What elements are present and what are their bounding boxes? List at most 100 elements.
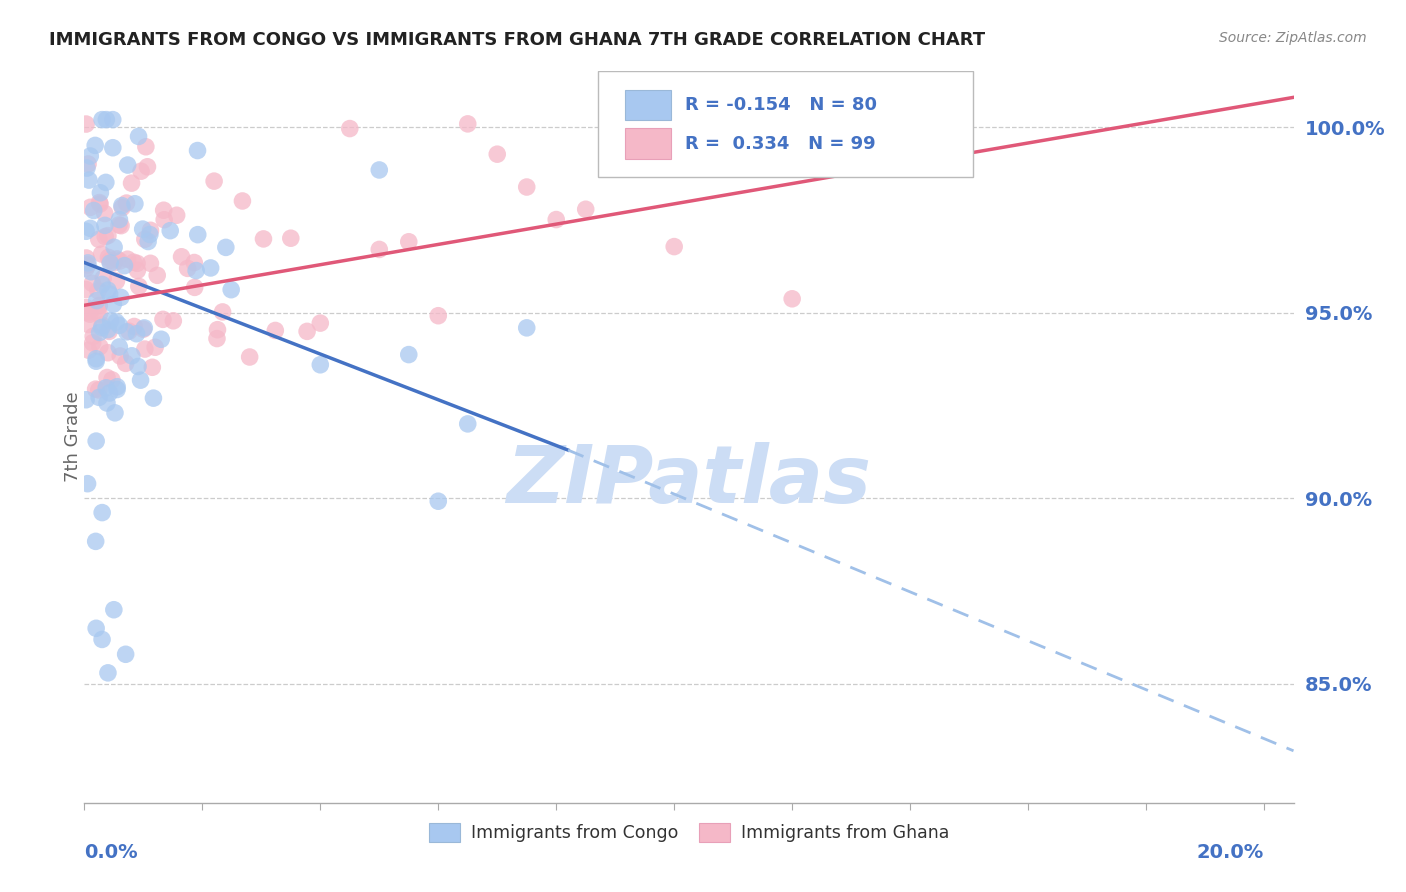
Point (664, 239, 686, 253)
Point (108, 212, 131, 227)
Point (97, 228, 120, 243)
Point (125, 326, 148, 341)
Point (90, 320, 112, 334)
Text: R =  0.334   N = 99: R = 0.334 N = 99 (685, 135, 876, 153)
Point (77, 173, 100, 187)
Point (143, 340, 166, 354)
FancyBboxPatch shape (599, 71, 973, 178)
Point (105, 380, 128, 394)
Point (84, 382, 107, 396)
Point (146, 268, 169, 283)
Point (101, 112, 124, 127)
Point (79, 149, 101, 163)
Point (122, 255, 145, 269)
Point (108, 318, 131, 333)
Point (87, 383, 110, 397)
Point (252, 232, 274, 246)
Point (91, 318, 114, 333)
Point (105, 274, 128, 288)
Point (132, 322, 155, 336)
Point (153, 212, 176, 227)
Point (309, 316, 332, 330)
Point (89, 195, 111, 210)
Point (90, 247, 112, 261)
Point (77, 157, 100, 171)
Point (97, 323, 120, 337)
Point (128, 129, 150, 144)
Point (398, 235, 420, 249)
Point (457, 417, 479, 431)
Point (134, 342, 156, 356)
Point (103, 256, 125, 270)
Point (295, 324, 318, 338)
Point (89, 326, 111, 340)
Point (80, 265, 103, 279)
Point (79, 221, 101, 235)
Point (114, 259, 136, 273)
Point (94, 229, 117, 244)
Point (91, 506, 114, 520)
Point (110, 219, 132, 233)
Point (141, 360, 163, 375)
Point (103, 297, 125, 311)
Point (486, 147, 509, 161)
Point (75, 117, 97, 131)
Point (96, 396, 118, 410)
Point (84, 621, 107, 635)
FancyBboxPatch shape (624, 89, 671, 120)
Point (79, 200, 101, 214)
Point (101, 141, 124, 155)
Point (77, 318, 100, 332)
Text: 0.0%: 0.0% (84, 843, 138, 862)
Point (427, 494, 450, 508)
Point (183, 255, 205, 269)
Point (103, 240, 125, 254)
Point (139, 223, 162, 237)
Point (77, 306, 100, 320)
Point (202, 174, 225, 188)
Point (207, 323, 229, 337)
Point (205, 332, 228, 346)
Point (152, 203, 174, 218)
Point (142, 391, 165, 405)
Point (97, 345, 120, 359)
Point (75, 301, 97, 315)
Point (150, 332, 173, 346)
Point (108, 218, 131, 232)
Point (86, 293, 108, 308)
Point (200, 260, 222, 275)
Point (135, 140, 157, 154)
Point (108, 340, 131, 354)
Point (98, 253, 121, 268)
Point (75, 283, 97, 297)
Point (139, 227, 162, 242)
Point (114, 356, 136, 370)
Point (89, 307, 111, 321)
Point (97, 251, 120, 265)
Point (111, 201, 134, 215)
Point (79, 307, 101, 321)
Point (368, 243, 391, 257)
Point (83, 203, 105, 218)
Point (121, 349, 143, 363)
Point (516, 180, 538, 194)
Point (104, 406, 127, 420)
Point (96, 112, 118, 127)
Point (84, 354, 107, 368)
Point (186, 144, 208, 158)
Point (97, 283, 120, 297)
Point (100, 314, 122, 328)
Point (87, 232, 110, 246)
Point (91, 271, 114, 285)
Text: ZIPatlas: ZIPatlas (506, 442, 872, 520)
Point (162, 314, 184, 328)
Point (129, 373, 152, 387)
Point (105, 383, 128, 397)
Point (159, 224, 181, 238)
Point (176, 261, 198, 276)
Point (77, 256, 100, 270)
Point (75, 392, 97, 407)
Point (398, 348, 420, 362)
Point (339, 121, 361, 136)
Point (89, 197, 111, 211)
